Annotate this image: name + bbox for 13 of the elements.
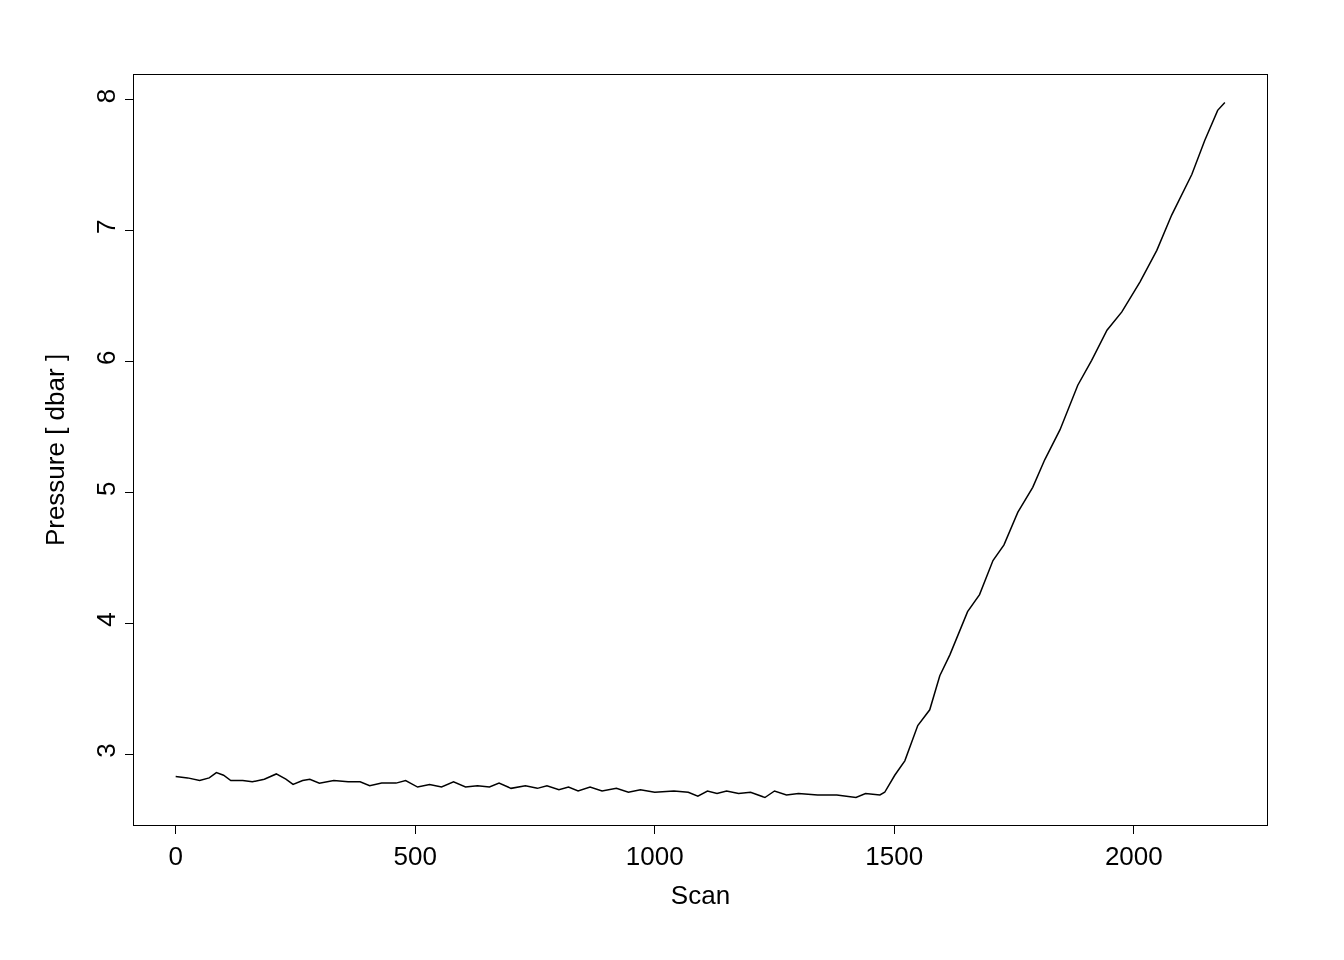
- x-tick-label: 1500: [865, 841, 924, 872]
- x-tick-label: 0: [168, 841, 183, 872]
- x-tick-label: 1000: [625, 841, 684, 872]
- y-tick-label: 7: [90, 219, 121, 235]
- y-tick-label: 6: [90, 350, 121, 365]
- y-tick-label: 4: [90, 612, 121, 627]
- y-tick-label: 8: [90, 88, 121, 104]
- x-tick-label: 500: [393, 841, 437, 872]
- y-tick-label: 5: [90, 481, 121, 496]
- y-axis-title: Pressure [ dbar ]: [40, 353, 70, 547]
- x-tick-label: 2000: [1104, 841, 1163, 872]
- y-tick-label: 3: [90, 743, 121, 758]
- x-axis-title: Scan: [670, 879, 731, 910]
